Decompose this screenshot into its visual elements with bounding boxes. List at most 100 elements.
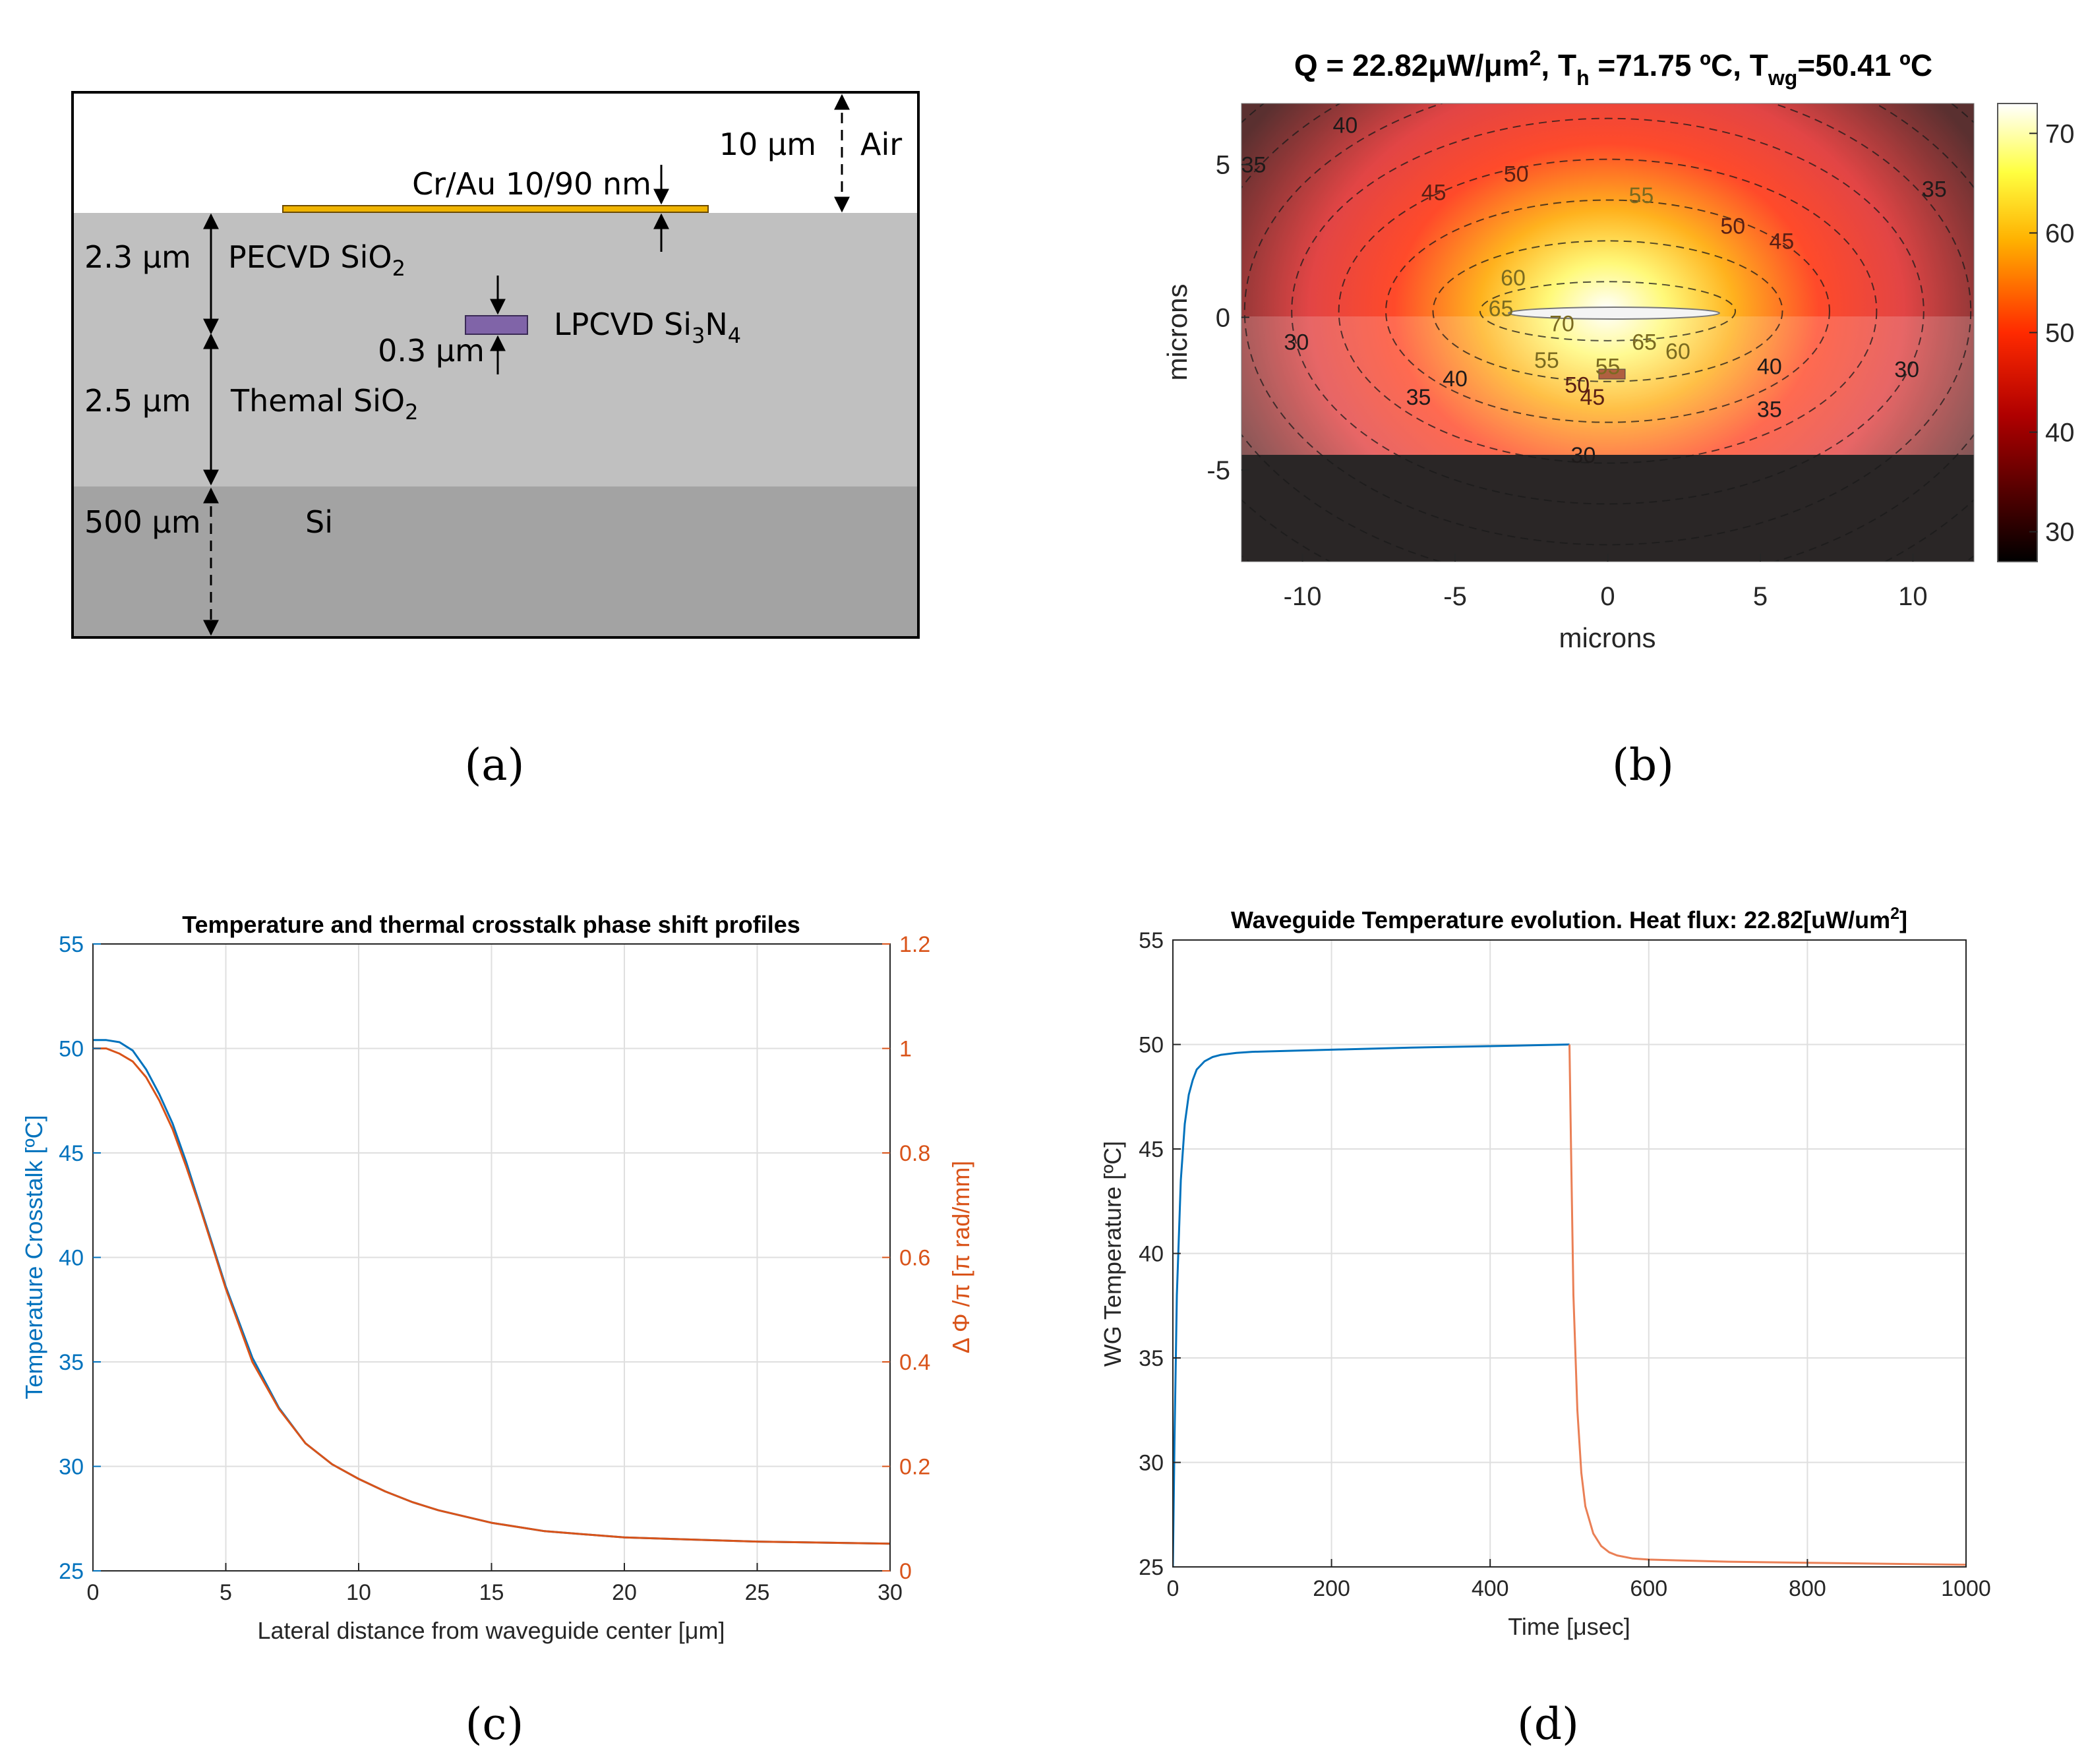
thermal-thickness-label: 2.5 μm (84, 383, 191, 419)
contour-label: 45 (1421, 180, 1447, 205)
map-ytick-label: 0 (1216, 303, 1230, 332)
crosstalk-xlabel: Lateral distance from waveguide center [… (257, 1617, 725, 1644)
waveguide-core (465, 315, 528, 335)
evolution-title: Waveguide Temperature evolution. Heat fl… (1231, 904, 1907, 933)
ytick-right-label: 0.2 (899, 1455, 930, 1480)
contour-label: 55 (1596, 354, 1621, 379)
ytick-right-label: 0.4 (899, 1350, 930, 1375)
waveguide-thickness-label: 0.3 μm (378, 333, 485, 368)
ytick-label: 25 (1139, 1555, 1164, 1580)
contour-label: 65 (1489, 296, 1514, 321)
xtick-label: 30 (878, 1580, 903, 1605)
contour-label: 45 (1769, 229, 1794, 254)
contour-line (1385, 199, 1830, 423)
colorbar-tick-label: 60 (2045, 219, 2075, 248)
contour-label: 50 (1565, 372, 1590, 397)
evolution-xlabel: Time [μsec] (1508, 1613, 1630, 1640)
ytick-label: 30 (1139, 1451, 1164, 1476)
contour-label: 55 (1534, 348, 1559, 373)
ytick-label: 45 (59, 1141, 84, 1166)
xtick-label: 400 (1472, 1576, 1509, 1601)
crosstalk-ylabel-left: Temperature Crosstalk [ºC] (20, 1115, 47, 1399)
colorbar-tick-label: 30 (2045, 518, 2075, 547)
ytick-label: 40 (59, 1246, 84, 1271)
ytick-label: 35 (59, 1350, 84, 1375)
xtick-label: 0 (87, 1580, 100, 1605)
heater-label: Cr/Au 10/90 nm (412, 166, 651, 202)
xtick-label: 0 (1167, 1576, 1179, 1601)
map-ylabel: microns (1162, 283, 1193, 380)
layer-stack-diagram: 10 μm Air Cr/Au 10/90 nm 2.3 μm PECVD Si… (71, 91, 920, 639)
xtick-label: 1000 (1941, 1576, 1991, 1601)
lpcvd-label: LPCVD Si3N4 (554, 307, 741, 348)
crosstalk-ylabel-right: Δ Φ /π [π rad/mm] (947, 1161, 974, 1353)
heater-strip (282, 205, 709, 213)
xtick-label: 200 (1313, 1576, 1350, 1601)
colorbar-tick-label: 40 (2045, 419, 2075, 448)
ytick-right-label: 0.8 (899, 1141, 930, 1166)
map-ytick-label: -5 (1207, 456, 1230, 485)
contour-line (1479, 281, 1737, 341)
colorbar-tick-label: 50 (2045, 319, 2075, 348)
map-xtick-label: 5 (1753, 582, 1768, 611)
contour-label: 30 (1894, 357, 1919, 382)
series-line (1173, 1044, 1570, 1567)
contour-line (1338, 158, 1878, 464)
series-line (93, 1047, 890, 1545)
panel-label-b: (b) (1612, 740, 1674, 790)
series-line (1568, 1044, 1966, 1566)
heater-outline (1508, 307, 1720, 320)
panel-label-c: (c) (465, 1699, 523, 1749)
contour-label: 50 (1504, 162, 1529, 187)
ytick-label: 55 (59, 932, 84, 957)
contour-label: 60 (1665, 339, 1690, 364)
crosstalk-title: Temperature and thermal crosstalk phase … (182, 911, 800, 938)
si-label: Si (305, 504, 333, 540)
waveguide-outline (1598, 368, 1626, 380)
xtick-label: 5 (220, 1580, 232, 1605)
contour-label: 70 (1549, 312, 1574, 337)
map-ytick-label: 5 (1216, 151, 1230, 180)
si-thickness-label: 500 μm (84, 504, 201, 540)
contour-label: 65 (1632, 330, 1657, 355)
thermal-label: Themal SiO2 (230, 383, 419, 425)
ytick-label: 30 (59, 1455, 84, 1480)
air-label: Air (860, 127, 902, 162)
ytick-label: 25 (59, 1559, 84, 1584)
contour-line (1291, 117, 1924, 505)
colorbar-tick-label: 70 (2045, 119, 2075, 148)
pecvd-thickness-label: 2.3 μm (84, 239, 191, 275)
contour-line (1432, 240, 1783, 382)
xtick-label: 600 (1630, 1576, 1667, 1601)
ytick-label: 40 (1139, 1242, 1164, 1267)
air-thickness-label: 10 μm (719, 127, 816, 162)
si-substrate-overlay (1241, 455, 1974, 562)
contour-label: 40 (1443, 367, 1468, 392)
xtick-label: 25 (745, 1580, 770, 1605)
thermal-oxide-overlay (1241, 316, 1974, 455)
evolution-ylabel: WG Temperature [ºC] (1099, 1141, 1126, 1367)
contour-label: 60 (1501, 266, 1526, 291)
map-xtick-label: 10 (1898, 582, 1928, 611)
oxide-region (73, 213, 918, 486)
ytick-label: 55 (1139, 928, 1164, 953)
xtick-label: 15 (479, 1580, 504, 1605)
contour-label: 35 (1757, 397, 1782, 422)
ytick-right-label: 0 (899, 1559, 912, 1584)
map-xtick-label: -5 (1443, 582, 1467, 611)
xtick-label: 800 (1789, 1576, 1826, 1601)
ytick-right-label: 1.2 (899, 932, 930, 957)
ytick-right-label: 1 (899, 1037, 912, 1062)
contour-label: 40 (1757, 354, 1782, 379)
xtick-label: 20 (612, 1580, 637, 1605)
map-title: Q = 22.82μW/μm2, Th =71.75 ºC, Twg=50.41… (1294, 46, 1932, 90)
ytick-label: 50 (59, 1037, 84, 1062)
contour-label: 30 (1571, 443, 1596, 468)
ytick-label: 45 (1139, 1137, 1164, 1162)
temperature-evolution-chart: 0 200 400 600 800 1000 25 30 35 40 45 50 55 Waveguid… (1099, 904, 1991, 1640)
contour-label: 30 (1284, 330, 1309, 355)
panel-label-d: (d) (1517, 1699, 1579, 1749)
ytick-label: 50 (1139, 1033, 1164, 1058)
